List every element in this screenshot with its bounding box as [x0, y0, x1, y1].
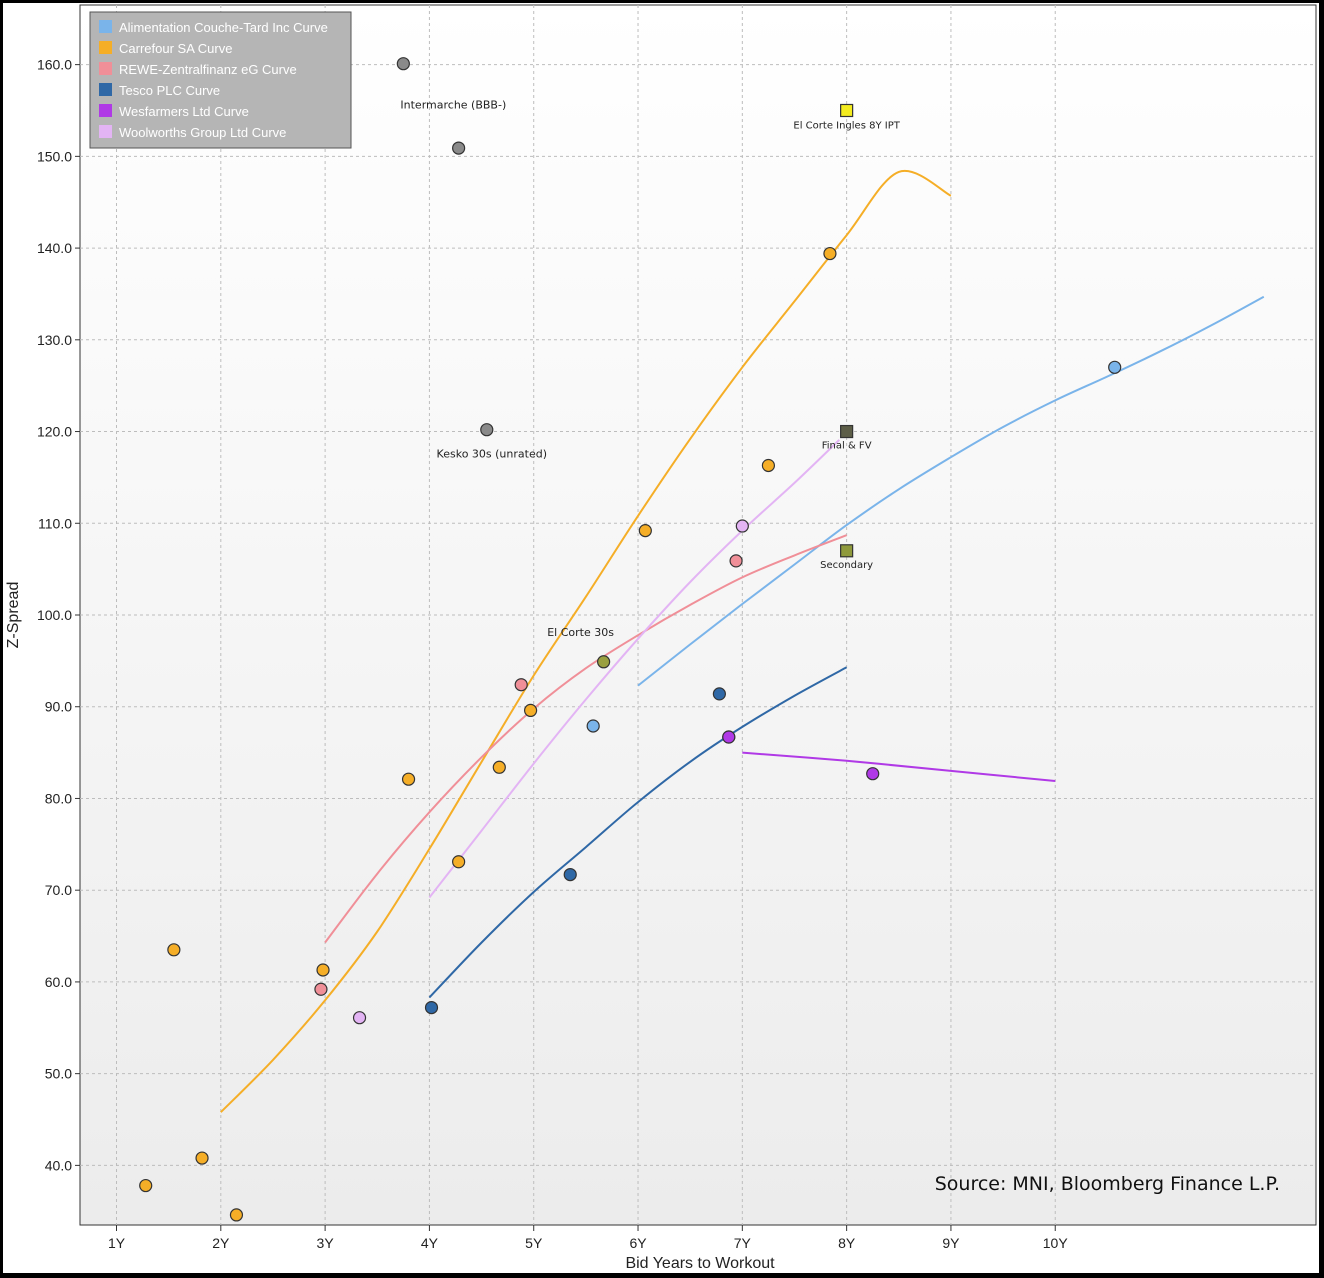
- bond-point-marker: [638, 524, 652, 538]
- y-axis-title: Z-Spread: [5, 582, 22, 649]
- legend-entry-label: REWE-Zentralfinanz eG Curve: [119, 62, 297, 77]
- comparison-point-marker: [452, 141, 466, 155]
- bond-point-marker: [316, 963, 330, 977]
- data-points: [139, 57, 1122, 1222]
- bond-point-marker: [514, 678, 528, 692]
- x-tick-label: 8Y: [838, 1235, 856, 1251]
- x-tick-label: 1Y: [108, 1235, 126, 1251]
- woolworths-group-ltd-curve: [428, 439, 840, 899]
- comparison-point-marker: [480, 423, 494, 437]
- bond-point-marker: [523, 703, 538, 717]
- bond-point-marker: [735, 519, 749, 533]
- y-tick-label: 160.0: [37, 57, 72, 73]
- comparison-square-marker: [840, 103, 854, 118]
- legend-entry-label: Alimentation Couche-Tard Inc Curve: [119, 20, 328, 35]
- x-tick-label: 2Y: [212, 1235, 230, 1251]
- carrefour-sa-curve: [220, 169, 952, 1113]
- y-tick-label: 120.0: [37, 424, 72, 440]
- y-tick-label: 140.0: [37, 240, 72, 256]
- legend-swatch: [99, 20, 112, 33]
- y-tick-label: 150.0: [37, 148, 72, 164]
- annotations: Intermarche (BBB-) Kesko 30s (unrated) El …: [400, 99, 900, 639]
- x-tick-label: 5Y: [525, 1235, 543, 1251]
- legend-swatch: [99, 125, 112, 138]
- x-tick-label: 7Y: [734, 1235, 752, 1251]
- y-tick-label: 70.0: [45, 882, 72, 898]
- y-tick-label: 60.0: [45, 974, 72, 990]
- point-annotation: El Corte 30s: [547, 626, 614, 639]
- comparison-square-marker: [840, 544, 854, 558]
- bond-point-marker: [139, 1178, 153, 1193]
- bond-point-marker: [229, 1208, 244, 1222]
- legend-entry-label: Wesfarmers Ltd Curve: [119, 104, 249, 119]
- x-tick-label: 6Y: [629, 1235, 647, 1251]
- x-tick-label: 9Y: [942, 1235, 960, 1251]
- legend-swatch: [99, 41, 112, 54]
- bond-point-marker: [314, 982, 328, 996]
- y-tick-label: 80.0: [45, 790, 72, 806]
- y-tick-label: 110.0: [38, 515, 72, 531]
- y-tick-label: 130.0: [37, 332, 72, 348]
- bond-point-marker: [563, 867, 577, 882]
- x-tick-label: 10Y: [1043, 1235, 1069, 1251]
- bond-point-marker: [401, 772, 416, 786]
- tesco-plc-curve: [428, 666, 848, 999]
- bond-point-marker: [586, 719, 600, 733]
- y-tick-label: 100.0: [37, 607, 72, 623]
- x-tick-label: 3Y: [317, 1235, 335, 1251]
- grid: [80, 5, 1316, 1225]
- source-note: Source: MNI, Bloomberg Finance L.P.: [935, 1173, 1280, 1195]
- bond-point-marker: [352, 1011, 367, 1025]
- point-annotation: El Corte Ingles 8Y IPT: [793, 120, 900, 131]
- bond-point-marker: [452, 855, 466, 869]
- comparison-point-marker: [597, 655, 611, 669]
- bond-point-marker: [823, 246, 837, 261]
- legend-swatch: [99, 62, 112, 75]
- point-annotation: Intermarche (BBB-): [400, 99, 506, 112]
- legend-swatch: [99, 83, 112, 96]
- legend-entry-label: Woolworths Group Ltd Curve: [119, 125, 286, 140]
- bond-point-marker: [424, 1001, 439, 1015]
- legend-swatch: [99, 104, 112, 117]
- axes: 40.0 50.0 60.0 70.0 80.0 90.0 100.0 110.0 120.0 1…: [37, 57, 1068, 1251]
- bond-point-marker: [195, 1151, 209, 1165]
- wesfarmers-ltd-curve: [742, 751, 1056, 782]
- bond-point-marker: [1108, 360, 1122, 374]
- y-tick-label: 50.0: [45, 1066, 72, 1082]
- bond-point-marker: [722, 730, 736, 744]
- legend-entry-label: Tesco PLC Curve: [119, 83, 220, 98]
- point-annotation: Kesko 30s (unrated): [437, 448, 547, 461]
- bond-point-marker: [492, 760, 506, 774]
- curves: [220, 169, 1265, 1113]
- legend-box: [89, 11, 352, 149]
- rewe-zentralfinanz-eg-curve: [324, 534, 847, 944]
- comparison-point-marker: [396, 57, 410, 71]
- bond-point-marker: [761, 458, 776, 473]
- comparison-square-marker: [840, 424, 854, 439]
- point-annotation: Final & FV: [822, 441, 872, 452]
- bond-point-marker: [167, 943, 181, 957]
- legend-entry-label: Carrefour SA Curve: [119, 41, 232, 56]
- alimentation-couche-tard-inc-curve: [637, 295, 1265, 687]
- point-annotation: Secondary: [820, 560, 873, 571]
- bond-point-marker: [866, 767, 880, 781]
- bond-point-marker: [712, 687, 726, 701]
- legend: Alimentation Couche-Tard Inc Curve Carref…: [89, 11, 352, 149]
- bond-point-marker: [729, 554, 743, 568]
- y-tick-label: 40.0: [45, 1157, 72, 1173]
- x-axis-title: Bid Years to Workout: [625, 1255, 775, 1272]
- y-tick-label: 90.0: [45, 699, 72, 715]
- x-tick-label: 4Y: [421, 1235, 439, 1251]
